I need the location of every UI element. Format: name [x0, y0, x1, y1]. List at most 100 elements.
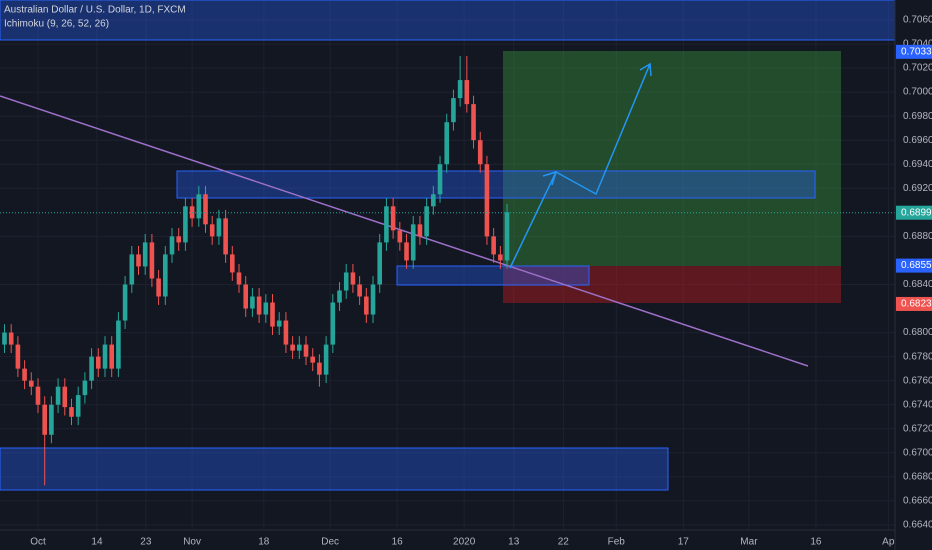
x-tick-label: 16 [392, 537, 404, 548]
candle-body [410, 224, 416, 261]
candle-body [317, 362, 322, 375]
target-zone [503, 51, 841, 266]
price-label-bg [896, 296, 932, 311]
candle-body [256, 296, 262, 315]
x-tick-label: Mar [740, 537, 758, 548]
x-tick-label: Ap [882, 537, 895, 548]
candle-body [196, 194, 202, 219]
candle-body [451, 98, 456, 123]
x-tick-label: 17 [678, 537, 690, 548]
drawings [0, 0, 896, 491]
candle-body [270, 302, 275, 327]
candle-body [15, 344, 21, 369]
candle-body [149, 242, 155, 279]
price-label: 0.70335 [901, 46, 932, 57]
candle-body [250, 296, 255, 309]
candle-body [122, 284, 128, 321]
candle-body [350, 272, 356, 285]
candle-body [283, 320, 289, 345]
arrow-head [639, 62, 652, 77]
candle-body [75, 395, 81, 417]
candle-body [464, 80, 470, 105]
candle-body [323, 344, 329, 375]
candle-body [129, 254, 135, 285]
candle-body [62, 386, 68, 408]
zone-box [176, 170, 816, 199]
x-tick-label: 23 [140, 537, 152, 548]
candle-body [404, 242, 409, 261]
x-tick-label: 16 [810, 537, 822, 548]
candle-body [491, 236, 496, 255]
trend-line [0, 95, 809, 367]
candle-body [102, 344, 108, 369]
candle-body [95, 356, 101, 369]
candle-body [357, 284, 362, 297]
candle-body [384, 206, 389, 243]
support-box [396, 265, 590, 286]
price-label: 0.68557 [901, 260, 932, 271]
candle-body [397, 230, 403, 243]
candle-body [276, 320, 282, 327]
candle-body [364, 296, 369, 315]
candle-body [136, 254, 141, 267]
candle-body [28, 380, 34, 387]
candle-body [8, 332, 14, 345]
x-tick-label: Oct [30, 537, 46, 548]
candle-body [370, 284, 376, 315]
candle-body [109, 344, 114, 369]
candle-body [22, 368, 27, 381]
candle-body [297, 344, 302, 351]
x-tick-label: 13 [508, 537, 520, 548]
candle-body [243, 284, 249, 309]
x-tick-label: 14 [91, 537, 103, 548]
candle-body [417, 224, 423, 237]
candle-body [377, 242, 383, 285]
price-label-bg [896, 205, 932, 220]
candle-body [236, 272, 242, 285]
candle-body [477, 140, 483, 165]
arrow-head [542, 170, 558, 186]
price-label-bg [896, 44, 932, 59]
x-tick-label: Feb [608, 537, 626, 548]
candle-body [69, 407, 74, 417]
candle-body [42, 404, 47, 435]
candle-body [183, 206, 188, 243]
price-label: 0.68997 [901, 207, 932, 218]
candle-body [263, 302, 269, 315]
price-label-bg [896, 258, 932, 273]
y-tick-label: 0.66400 [903, 520, 932, 531]
candle-body [343, 272, 349, 291]
projection-path [509, 63, 651, 269]
candle-body [484, 164, 490, 237]
candle-body [223, 218, 228, 255]
candle-body [498, 254, 503, 261]
candle-body [471, 104, 476, 141]
candle-body [89, 356, 94, 381]
candle-body [82, 380, 88, 396]
resistance-box [0, 0, 896, 41]
candle-body [230, 254, 235, 273]
price-label: 0.68238 [901, 299, 932, 310]
candle-body [310, 356, 316, 363]
candles [0, 56, 895, 486]
candle-body [390, 206, 396, 231]
candle-body [290, 344, 295, 351]
candle-body [303, 344, 309, 357]
candle-body [55, 386, 61, 405]
candle-body [437, 164, 443, 195]
candle-body [176, 236, 182, 243]
